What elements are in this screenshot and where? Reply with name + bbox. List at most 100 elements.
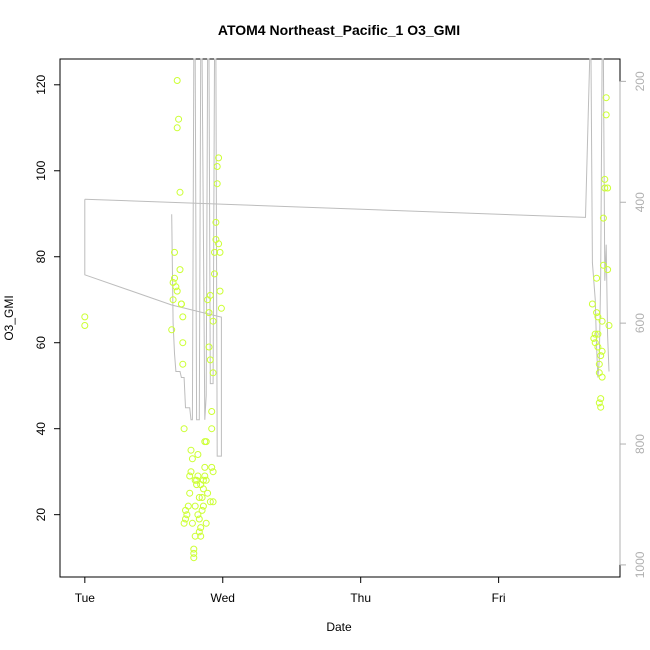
y-tick-label: 20 (34, 508, 48, 522)
data-point (188, 519, 196, 527)
data-point (172, 283, 180, 291)
data-point (209, 369, 217, 377)
data-point (594, 313, 602, 321)
data-point (197, 481, 205, 489)
y2-tick-label: 200 (633, 71, 647, 91)
data-point (179, 313, 187, 321)
data-point (208, 463, 216, 471)
x-tick-label: Fri (492, 591, 506, 605)
data-point (602, 111, 610, 119)
data-point (195, 515, 203, 523)
data-point (206, 291, 214, 299)
data-point (180, 519, 188, 527)
data-point (602, 94, 610, 102)
data-point (598, 373, 606, 381)
data-point (209, 498, 217, 506)
y2-tick-label: 600 (633, 313, 647, 333)
data-point (179, 360, 187, 368)
data-point (168, 326, 176, 334)
data-point (186, 489, 194, 497)
pressure-line-2 (84, 58, 222, 457)
data-point (206, 498, 214, 506)
data-point (593, 309, 601, 317)
data-point (211, 270, 218, 278)
data-point (198, 494, 206, 501)
data-point (173, 124, 181, 132)
data-point (191, 502, 199, 510)
x-tick-label: Thu (350, 591, 371, 605)
data-point (601, 184, 609, 192)
data-point (208, 425, 216, 433)
data-point (590, 334, 598, 342)
data-point (597, 395, 605, 403)
data-points (81, 77, 613, 562)
data-point (190, 554, 198, 562)
data-point (599, 214, 607, 222)
data-point (190, 549, 198, 557)
data-point (177, 300, 185, 308)
y2-tick-label: 400 (633, 192, 647, 212)
data-point (171, 274, 178, 282)
y2-tick-label: 800 (633, 434, 647, 454)
data-point (593, 274, 601, 282)
data-point (215, 154, 223, 162)
x-axis-ticks: Tue Wed Thu Fri (75, 576, 506, 605)
y-tick-label: 120 (34, 74, 48, 94)
data-point (594, 330, 602, 338)
data-point (201, 472, 209, 480)
data-point (597, 352, 605, 360)
data-point (184, 502, 192, 510)
data-point (594, 343, 602, 351)
y-tick-label: 100 (34, 160, 48, 180)
x-axis-label: Date (326, 620, 352, 634)
data-point (205, 309, 213, 317)
data-point (198, 506, 206, 514)
data-point (197, 524, 205, 532)
data-point (182, 515, 189, 523)
data-point (186, 472, 194, 480)
data-point (588, 300, 596, 308)
y-tick-label: 40 (34, 422, 48, 436)
data-point (202, 476, 210, 484)
data-point (173, 77, 181, 84)
data-point (195, 528, 203, 536)
data-point (206, 356, 214, 364)
y2-tick-label: 1000 (633, 551, 647, 578)
data-point (595, 360, 603, 368)
y2-axis-ticks: 200 400 600 800 1000 (619, 71, 647, 578)
data-point (183, 511, 191, 519)
data-point (199, 502, 207, 510)
data-point (205, 343, 213, 351)
data-point (601, 175, 609, 183)
data-point (213, 163, 221, 170)
data-point (204, 489, 212, 497)
data-point (215, 240, 223, 248)
data-point (187, 468, 195, 476)
data-point (212, 218, 220, 226)
data-point (197, 532, 205, 540)
data-point (188, 455, 196, 463)
pressure-line-1 (84, 58, 610, 378)
y-axis-label: O3_GMI (2, 295, 16, 340)
data-point (194, 511, 202, 519)
data-point (194, 451, 202, 458)
data-point (169, 296, 177, 304)
plot-frame (59, 58, 621, 578)
data-point (175, 115, 183, 123)
data-point (209, 468, 217, 476)
data-point (604, 266, 612, 274)
x-tick-label: Tue (75, 591, 96, 605)
y-axis-ticks: 20 40 60 80 100 120 (34, 74, 61, 522)
data-point (604, 184, 612, 192)
y-tick-label: 60 (34, 336, 48, 350)
data-point (208, 408, 216, 415)
data-point (195, 494, 203, 501)
data-point (598, 317, 606, 325)
data-point (171, 248, 178, 256)
data-point (216, 248, 224, 256)
data-point (213, 180, 221, 188)
data-point (202, 438, 210, 446)
data-point (598, 347, 606, 355)
data-point (209, 317, 217, 325)
